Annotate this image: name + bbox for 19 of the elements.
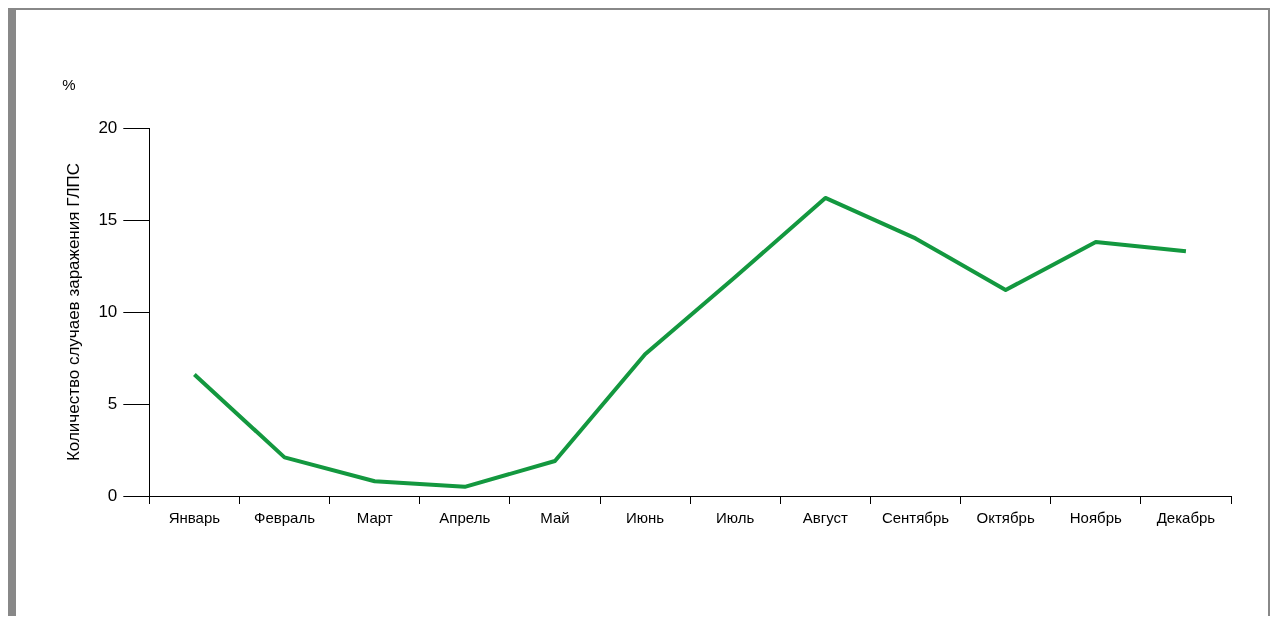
x-tick-label: Июнь — [626, 509, 665, 527]
y-tick-label: 5 — [107, 393, 118, 413]
x-tick-label: Август — [802, 509, 849, 527]
x-tick-label: Февраль — [254, 509, 316, 527]
x-tick-label: Март — [356, 509, 393, 527]
x-tick-label: Апрель — [439, 509, 491, 527]
x-tick-label: Январь — [168, 509, 221, 527]
x-tick-label: Сентябрь — [881, 509, 950, 527]
y-tick-label: 15 — [98, 209, 118, 229]
x-tick-label: Май — [540, 509, 570, 527]
x-tick-label: Июль — [716, 509, 755, 527]
text: % — [62, 76, 76, 93]
y-tick-label: 0 — [107, 485, 118, 505]
x-tick-label: Октябрь — [976, 509, 1035, 527]
y-axis-title: Количество случаев заражения ГЛПС — [63, 162, 83, 462]
x-tick-label: Декабрь — [1156, 509, 1216, 527]
x-tick-label: Ноябрь — [1069, 509, 1122, 527]
y-tick-label: 10 — [98, 301, 118, 321]
y-tick-label: 20 — [98, 117, 118, 137]
